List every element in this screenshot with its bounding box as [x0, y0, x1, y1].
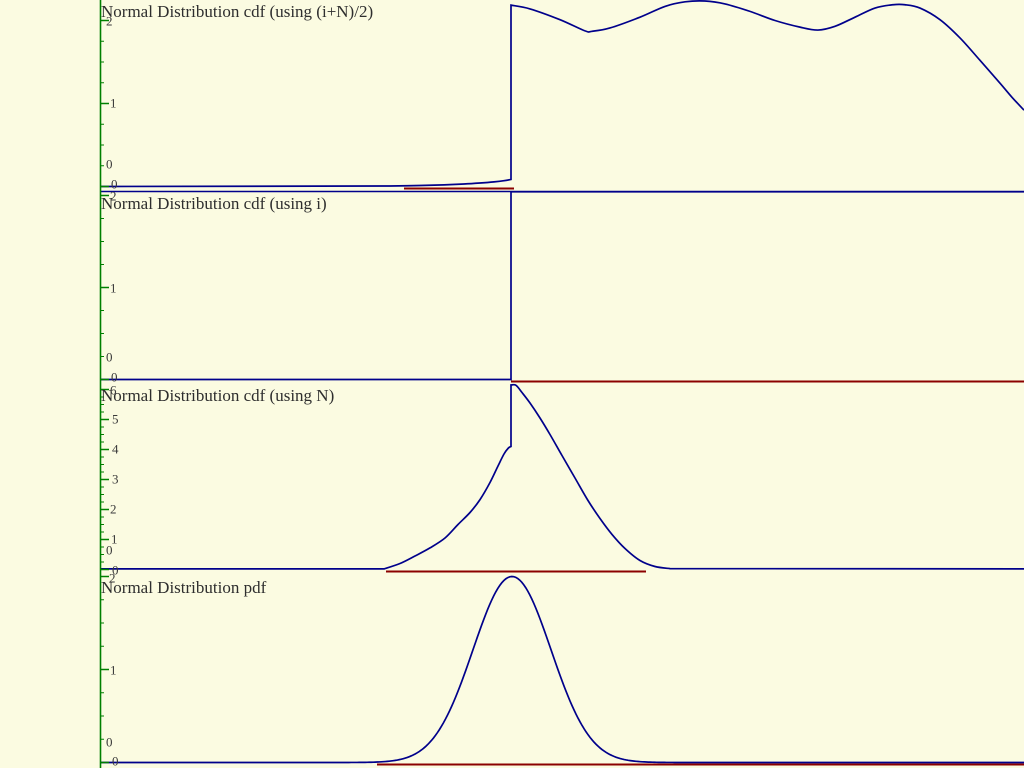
tick-label-subplot-2: 0 [106, 349, 113, 365]
tick-label-subplot-4: 1 [110, 662, 117, 678]
tick-label-subplot-3: 4 [112, 441, 119, 457]
curve-cdf-midpoint [99, 0, 1024, 188]
tick-label-subplot-3: 2 [110, 501, 117, 517]
tick-label-subplot-3: 6 [110, 382, 117, 398]
tick-label-subplot-2: 1 [110, 280, 117, 296]
curve-cdf-right-endpoint [100, 383, 1024, 570]
tick-label-subplot-4: 2 [109, 570, 116, 586]
curve-pdf [100, 575, 1024, 764]
tick-label-subplot-4: 0 [106, 734, 113, 750]
curve-cdf-left-endpoint [100, 190, 1024, 381]
tick-label-subplot-3: 0 [112, 562, 119, 578]
tick-label-subplot-3: 0 [106, 542, 113, 558]
subplot-1-title: Normal Distribution cdf (using (i+N)/2) [101, 2, 374, 21]
tick-label-subplot-1: 0 [106, 156, 113, 172]
tick-label-subplot-3: 1 [111, 531, 118, 547]
tick-label-subplot-3: 5 [112, 411, 119, 427]
tick-label-subplot-3: 3 [112, 471, 119, 487]
tick-label-subplot-2: 2 [110, 188, 117, 204]
subplot-4-title: Normal Distribution pdf [101, 578, 267, 597]
tick-label-subplot-1: 2 [106, 13, 113, 29]
tick-label-subplot-4: 0 [112, 753, 119, 768]
subplot-2-title: Normal Distribution cdf (using i) [101, 194, 327, 213]
tick-label-subplot-1: 0 [111, 176, 118, 192]
tick-label-subplot-1: 1 [110, 95, 117, 111]
subplot-3-title: Normal Distribution cdf (using N) [101, 386, 335, 405]
tick-label-subplot-2: 0 [111, 369, 118, 385]
